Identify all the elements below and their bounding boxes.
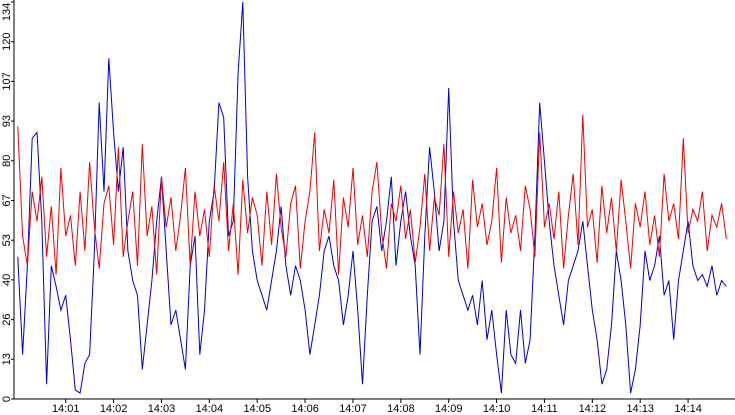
x-tick-label: 14:12 xyxy=(579,403,607,415)
y-tick-label: 53 xyxy=(1,234,13,246)
x-tick-label: 14:08 xyxy=(387,403,415,415)
x-tick-label: 14:11 xyxy=(531,403,558,415)
x-tick-label: 14:02 xyxy=(100,403,128,415)
y-tick-label: 120 xyxy=(1,33,13,51)
x-tick-label: 14:06 xyxy=(291,403,319,415)
x-tick-label: 14:14 xyxy=(674,403,702,415)
y-tick-label: 0 xyxy=(1,396,13,402)
x-tick-label: 14:13 xyxy=(626,403,654,415)
series-line xyxy=(17,1,727,394)
y-tick-label: 107 xyxy=(1,72,13,90)
x-tick-label: 14:03 xyxy=(148,403,176,415)
x-tick-label: 14:07 xyxy=(339,403,367,415)
y-tick-label: 13 xyxy=(1,353,13,365)
x-tick-label: 14:01 xyxy=(52,403,80,415)
y-tick-label: 40 xyxy=(1,274,13,286)
y-tick-label: 26 xyxy=(1,313,13,325)
x-tick-label: 14:09 xyxy=(435,403,463,415)
x-tick-label: 14:04 xyxy=(196,403,224,415)
x-tick-label: 14:10 xyxy=(483,403,511,415)
series-line xyxy=(17,114,727,275)
y-tick-label: 67 xyxy=(1,194,13,206)
x-tick-label: 14:05 xyxy=(243,403,271,415)
y-tick-label: 80 xyxy=(1,155,13,167)
y-tick-label: 134 xyxy=(1,3,13,21)
y-tick-label: 93 xyxy=(1,115,13,127)
